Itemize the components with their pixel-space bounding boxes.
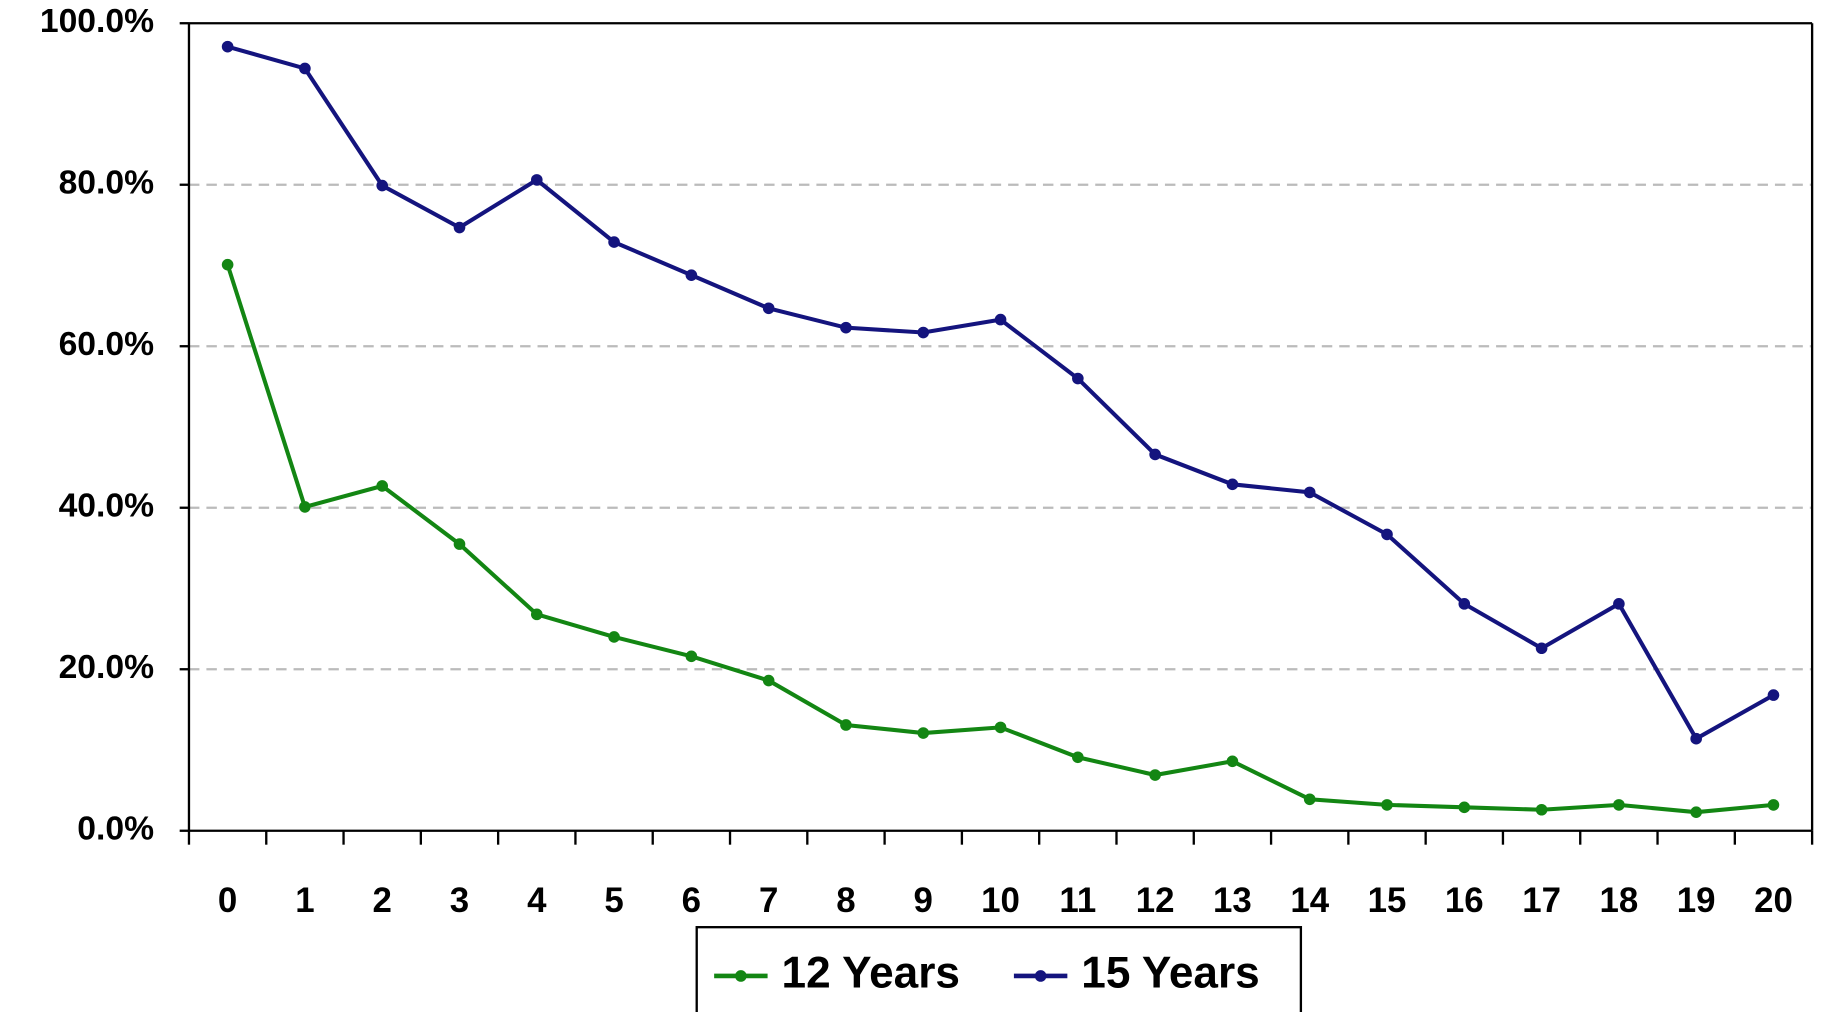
point xyxy=(1613,799,1625,811)
x-tick-label: 20 xyxy=(1754,881,1793,920)
x-tick-label: 14 xyxy=(1290,881,1329,920)
legend-label: 15 Years xyxy=(1081,949,1259,998)
point xyxy=(1613,598,1625,610)
point xyxy=(221,258,234,271)
point xyxy=(994,721,1007,734)
y-tick-label: 40.0% xyxy=(59,488,155,525)
point xyxy=(1690,806,1702,818)
point xyxy=(453,538,466,550)
point xyxy=(1226,755,1239,768)
point xyxy=(1381,528,1393,541)
point xyxy=(762,302,775,315)
legend-box xyxy=(695,926,1303,1012)
y-tick-label: 80.0% xyxy=(59,165,155,202)
point xyxy=(1149,769,1161,781)
x-tick-label: 8 xyxy=(836,881,855,920)
x-tick-label: 6 xyxy=(682,881,701,920)
x-tick-label: 1 xyxy=(295,881,314,920)
x-tick-label: 18 xyxy=(1600,881,1639,920)
point xyxy=(1381,799,1393,811)
point xyxy=(1303,486,1316,499)
point xyxy=(376,179,389,192)
y-tick-label: 100.0% xyxy=(40,3,154,40)
legend-label: 12 Years xyxy=(782,949,960,998)
x-tick-label: 13 xyxy=(1213,881,1252,920)
point xyxy=(1149,448,1161,461)
point xyxy=(530,608,543,621)
y-tick-label: 0.0% xyxy=(77,811,154,848)
point xyxy=(1767,799,1780,811)
point xyxy=(221,40,234,53)
x-tick-label: 11 xyxy=(1059,881,1096,920)
legend-swatch-point xyxy=(735,970,747,982)
x-tick-label: 3 xyxy=(450,881,469,920)
point xyxy=(840,719,852,731)
x-tick-label: 17 xyxy=(1522,881,1561,920)
point xyxy=(299,62,311,75)
point xyxy=(1535,642,1548,655)
x-tick-label: 5 xyxy=(604,881,623,920)
x-tick-label: 10 xyxy=(981,881,1020,920)
point xyxy=(917,326,930,339)
x-tick-label: 12 xyxy=(1136,881,1175,920)
point xyxy=(453,221,466,234)
legend-swatch-point xyxy=(1034,970,1047,982)
point xyxy=(762,674,775,687)
line-series xyxy=(227,44,1775,742)
x-tick-label: 4 xyxy=(527,881,547,920)
point xyxy=(299,501,311,513)
point xyxy=(1690,732,1702,745)
point xyxy=(1535,803,1548,816)
point xyxy=(917,727,930,739)
point xyxy=(608,236,620,248)
y-tick-label: 20.0% xyxy=(59,649,155,686)
point xyxy=(685,269,698,281)
x-tick-label: 7 xyxy=(759,881,778,920)
point xyxy=(1072,372,1084,385)
point xyxy=(1072,751,1084,764)
point xyxy=(530,174,543,186)
point xyxy=(1226,478,1239,491)
x-tick-label: 0 xyxy=(218,881,237,920)
point xyxy=(1458,598,1471,610)
point xyxy=(840,321,852,334)
x-tick-label: 2 xyxy=(373,881,392,920)
point xyxy=(608,631,620,643)
point xyxy=(994,313,1007,326)
x-tick-label: 19 xyxy=(1677,881,1716,920)
x-tick-label: 16 xyxy=(1445,881,1484,920)
point xyxy=(1458,801,1471,814)
point xyxy=(685,650,698,663)
point xyxy=(376,480,389,492)
point xyxy=(1767,689,1780,701)
x-tick-label: 9 xyxy=(914,881,933,920)
y-tick-label: 60.0% xyxy=(59,326,155,363)
x-tick-label: 15 xyxy=(1368,881,1407,920)
point xyxy=(1303,793,1316,806)
